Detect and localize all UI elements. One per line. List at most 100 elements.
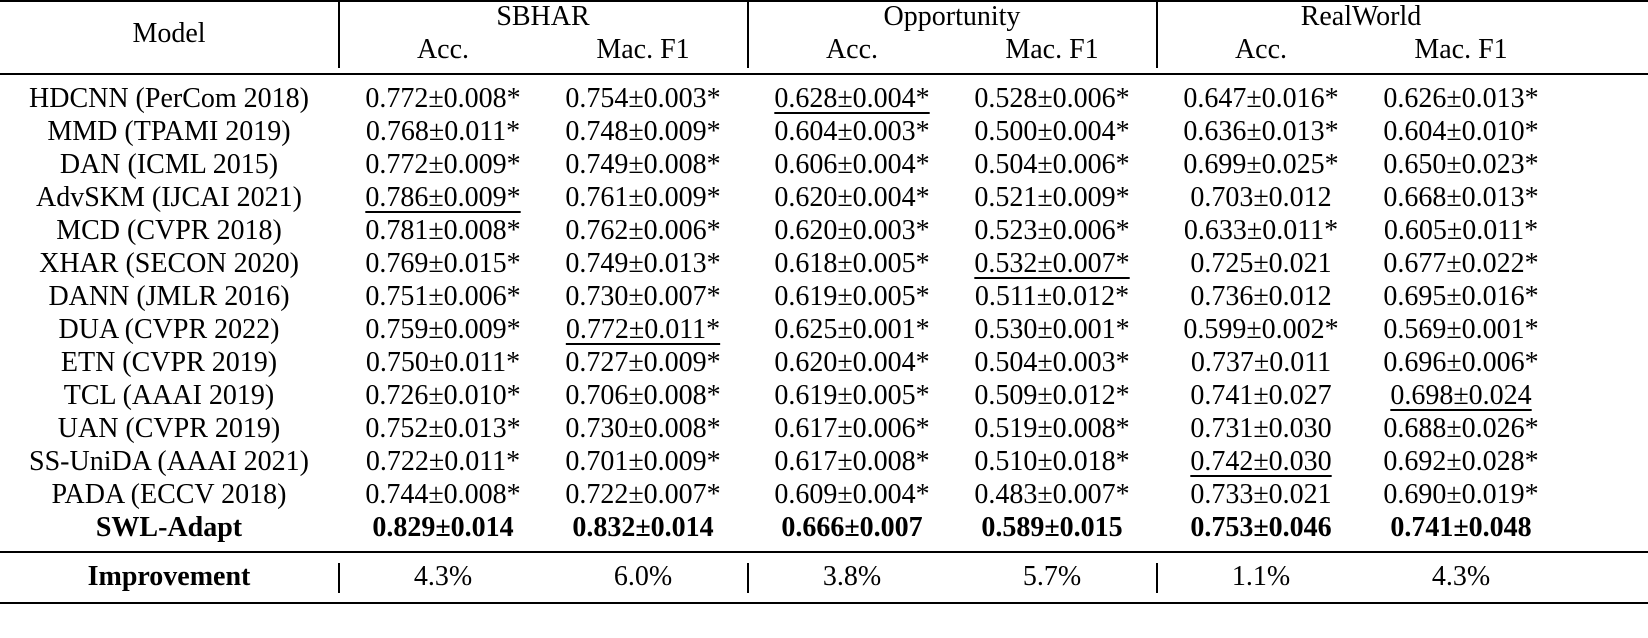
score-cell: 0.762±0.006*	[565, 215, 721, 246]
score-cell: 0.599±0.002*	[1183, 314, 1339, 345]
score-cell: 0.772±0.011*	[565, 314, 721, 345]
model-name: UAN (CVPR 2019)	[57, 413, 281, 444]
score-cell: 0.504±0.006*	[974, 149, 1130, 180]
model-name: SS-UniDA (AAAI 2021)	[29, 446, 309, 477]
model-name: DUA (CVPR 2022)	[58, 314, 280, 345]
score-cell: 0.695±0.016*	[1383, 281, 1539, 312]
model-name: PADA (ECCV 2018)	[51, 479, 287, 510]
model-name: SWL-Adapt	[95, 512, 243, 543]
model-name: DAN (ICML 2015)	[59, 149, 279, 180]
divider-sbhar-improvement	[747, 563, 749, 593]
divider-model	[338, 2, 340, 68]
score-cell: 0.768±0.011*	[365, 116, 521, 147]
score-cell: 0.742±0.030	[1190, 446, 1332, 477]
score-cell: 0.692±0.028*	[1383, 446, 1539, 477]
score-cell: 0.731±0.030	[1190, 413, 1332, 444]
improvement-label: Improvement	[87, 561, 251, 592]
score-cell: 0.569±0.001*	[1383, 314, 1539, 345]
score-cell: 0.633±0.011*	[1183, 215, 1339, 246]
score-cell: 0.769±0.015*	[365, 248, 521, 279]
improvement-value: 5.7%	[1022, 561, 1082, 592]
score-cell: 0.725±0.021	[1190, 248, 1332, 279]
score-cell: 0.698±0.024	[1390, 380, 1532, 411]
metric-header-opportunity-acc: Acc.	[825, 34, 879, 65]
score-cell: 0.620±0.004*	[774, 182, 930, 213]
score-cell: 0.754±0.003*	[565, 83, 721, 114]
score-cell: 0.786±0.009*	[365, 182, 521, 213]
score-cell: 0.749±0.008*	[565, 149, 721, 180]
group-header-sbhar: SBHAR	[496, 1, 590, 32]
score-cell: 0.666±0.007	[781, 512, 923, 543]
improvement-value: 4.3%	[1431, 561, 1491, 592]
score-cell: 0.519±0.008*	[974, 413, 1130, 444]
score-cell: 0.617±0.008*	[774, 446, 930, 477]
model-name: DANN (JMLR 2016)	[48, 281, 290, 312]
score-cell: 0.647±0.016*	[1183, 83, 1339, 114]
score-cell: 0.752±0.013*	[365, 413, 521, 444]
body-rule	[0, 551, 1648, 553]
model-name: AdvSKM (IJCAI 2021)	[36, 182, 302, 213]
top-rule	[0, 0, 1648, 2]
score-cell: 0.722±0.007*	[565, 479, 721, 510]
score-cell: 0.690±0.019*	[1383, 479, 1539, 510]
score-cell: 0.626±0.013*	[1383, 83, 1539, 114]
score-cell: 0.636±0.013*	[1183, 116, 1339, 147]
score-cell: 0.744±0.008*	[365, 479, 521, 510]
score-cell: 0.668±0.013*	[1383, 182, 1539, 213]
score-cell: 0.722±0.011*	[365, 446, 521, 477]
score-cell: 0.749±0.013*	[565, 248, 721, 279]
score-cell: 0.650±0.023*	[1383, 149, 1539, 180]
model-name: ETN (CVPR 2019)	[60, 347, 278, 378]
score-cell: 0.761±0.009*	[565, 182, 721, 213]
score-cell: 0.620±0.004*	[774, 347, 930, 378]
metric-header-opportunity-macf1: Mac. F1	[1005, 34, 1099, 65]
score-cell: 0.617±0.006*	[774, 413, 930, 444]
score-cell: 0.772±0.008*	[365, 83, 521, 114]
score-cell: 0.504±0.003*	[974, 347, 1130, 378]
model-name: MCD (CVPR 2018)	[56, 215, 282, 246]
metric-header-realworld-acc: Acc.	[1234, 34, 1288, 65]
divider-opportunity-improvement	[1156, 563, 1158, 593]
score-cell: 0.781±0.008*	[365, 215, 521, 246]
group-header-opportunity: Opportunity	[883, 1, 1021, 32]
score-cell: 0.509±0.012*	[974, 380, 1130, 411]
divider-model-improvement	[338, 563, 340, 593]
score-cell: 0.832±0.014	[572, 512, 714, 543]
improvement-value: 6.0%	[613, 561, 673, 592]
model-name: TCL (AAAI 2019)	[63, 380, 275, 411]
score-cell: 0.609±0.004*	[774, 479, 930, 510]
score-cell: 0.532±0.007*	[974, 248, 1130, 279]
score-cell: 0.619±0.005*	[774, 380, 930, 411]
score-cell: 0.736±0.012	[1190, 281, 1332, 312]
score-cell: 0.748±0.009*	[565, 116, 721, 147]
score-cell: 0.510±0.018*	[974, 446, 1130, 477]
score-cell: 0.620±0.003*	[774, 215, 930, 246]
score-cell: 0.730±0.008*	[565, 413, 721, 444]
score-cell: 0.500±0.004*	[974, 116, 1130, 147]
improvement-value: 3.8%	[822, 561, 882, 592]
score-cell: 0.741±0.048	[1390, 512, 1532, 543]
score-cell: 0.523±0.006*	[974, 215, 1130, 246]
score-cell: 0.730±0.007*	[565, 281, 721, 312]
score-cell: 0.701±0.009*	[565, 446, 721, 477]
score-cell: 0.677±0.022*	[1383, 248, 1539, 279]
model-name: MMD (TPAMI 2019)	[47, 116, 291, 147]
header-rule	[0, 73, 1648, 75]
model-header: Model	[132, 18, 206, 49]
score-cell: 0.696±0.006*	[1383, 347, 1539, 378]
score-cell: 0.737±0.011	[1190, 347, 1332, 378]
score-cell: 0.511±0.012*	[974, 281, 1130, 312]
model-name: XHAR (SECON 2020)	[39, 248, 299, 279]
score-cell: 0.604±0.010*	[1383, 116, 1539, 147]
score-cell: 0.733±0.021	[1190, 479, 1332, 510]
score-cell: 0.618±0.005*	[774, 248, 930, 279]
score-cell: 0.750±0.011*	[365, 347, 521, 378]
score-cell: 0.528±0.006*	[974, 83, 1130, 114]
score-cell: 0.699±0.025*	[1183, 149, 1339, 180]
score-cell: 0.619±0.005*	[774, 281, 930, 312]
divider-sbhar	[747, 2, 749, 68]
metric-header-sbhar-acc: Acc.	[416, 34, 470, 65]
score-cell: 0.605±0.011*	[1383, 215, 1539, 246]
score-cell: 0.753±0.046	[1190, 512, 1332, 543]
